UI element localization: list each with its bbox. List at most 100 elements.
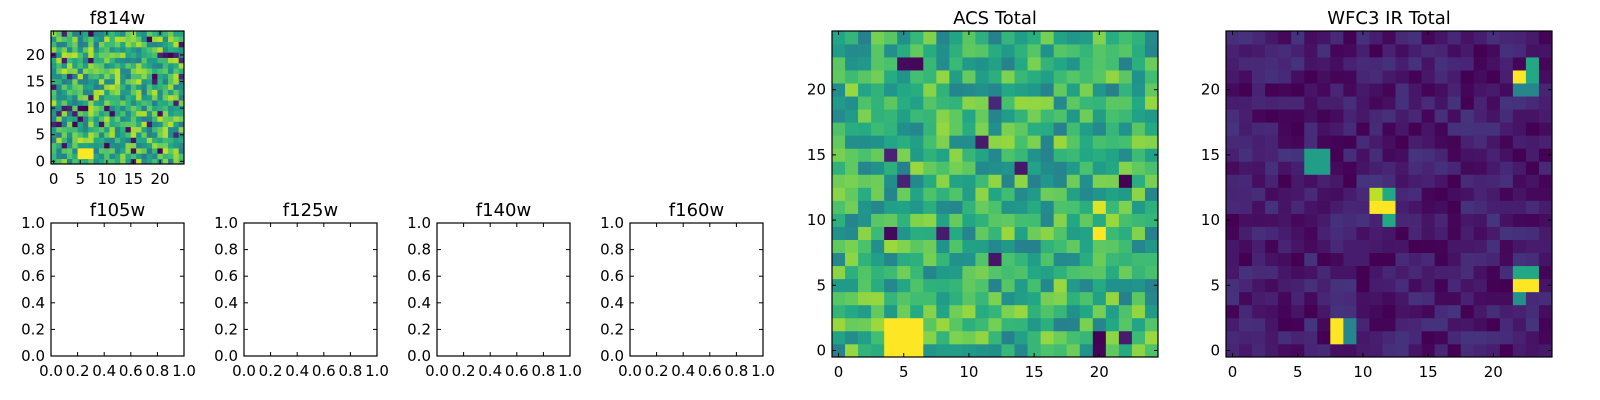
heatmap-cell [988,31,1002,45]
heatmap-cell [1343,148,1357,162]
heatmap-cell [1131,343,1146,358]
heatmap-cell [832,343,846,358]
heatmap-cell [1239,213,1253,227]
heatmap-cell [988,330,1002,345]
heatmap-cell [1239,96,1253,110]
heatmap-cell [949,330,963,345]
heatmap-cell [910,83,924,97]
heatmap-cell [845,239,859,254]
heatmap-cell [1040,304,1055,319]
heatmap-cell [1525,239,1540,254]
heatmap-cell [1105,291,1120,306]
heatmap-cell [104,68,110,74]
heatmap-cell [162,73,169,80]
heatmap-cell [1278,343,1292,358]
y-tick-label: 0.8 [407,241,431,259]
heatmap-cell [146,41,153,48]
heatmap-cell [1118,70,1133,84]
heatmap-cell [988,122,1002,136]
heatmap-cell [1512,200,1527,214]
heatmap-cell [1001,226,1015,240]
heatmap-cell [51,148,57,154]
heatmap-cell [130,78,137,85]
heatmap-cell [1079,161,1094,175]
heatmap-cell [923,135,937,149]
heatmap-cell [1291,96,1305,110]
heatmap-cell [120,132,126,138]
heatmap-cell [975,96,989,110]
heatmap-cell [1434,31,1449,45]
heatmap-cell [1330,70,1344,84]
heatmap-cell [1369,343,1383,358]
heatmap-cell [146,121,153,128]
heatmap-cell [845,252,859,267]
heatmap-cell [120,89,126,96]
heatmap-cell [1131,109,1146,123]
heatmap-cell [832,317,846,332]
x-tick-label: 0 [834,363,844,381]
heatmap-cell [1066,174,1081,188]
heatmap-cell [178,89,185,96]
heatmap-cell [1066,252,1081,267]
heatmap-cell [975,44,989,58]
panel-f160w: 0.0 0.2 0.4 0.6 0.8 1.00.00.20.40.60.81.0f160… [600,200,775,380]
heatmap-cell [1382,200,1396,214]
heatmap-cell [910,239,924,254]
heatmap-cell [82,73,89,80]
heatmap-cell [1330,317,1344,332]
heatmap-cell [178,46,185,53]
heatmap-cell [832,265,846,280]
x-tick-label: 0.6 [119,362,143,380]
heatmap-cell [146,126,153,133]
heatmap-cell [1317,148,1331,162]
heatmap-cell [975,31,989,45]
heatmap-cell [1330,265,1344,280]
heatmap-cell [936,187,950,201]
heatmap-cell [1317,122,1331,136]
heatmap-cell [162,116,169,122]
heatmap-cell [146,116,153,122]
heatmap-cell [1356,252,1370,267]
heatmap-cell [1434,122,1449,136]
heatmap-cell [858,278,872,293]
heatmap-cell [173,132,180,138]
heatmap-cell [1066,200,1081,214]
heatmap-cell [962,70,976,84]
heatmap-cell [1512,70,1527,84]
heatmap-cell [1226,317,1240,332]
heatmap-cell [949,239,963,254]
heatmap-cell [1499,187,1514,201]
heatmap-cell [77,132,84,138]
heatmap-cell [1001,44,1015,58]
heatmap-cell [93,57,100,64]
axes-frame-wfc3-ir-total [1225,30,1553,358]
heatmap-cell [910,174,924,188]
y-tick-label: 0.0 [21,347,45,365]
heatmap-cell [98,68,105,74]
heatmap-cell [1382,265,1396,280]
heatmap-cell [93,126,100,133]
heatmap-cell [832,122,846,136]
heatmap-cell [120,52,126,58]
heatmap-cell [1486,70,1501,84]
heatmap-cell [93,62,100,69]
heatmap-cell [1144,83,1159,97]
heatmap-cell [61,89,68,96]
heatmap-cell [1118,200,1133,214]
heatmap-cell [1408,278,1422,293]
heatmap-cell [923,31,937,45]
x-tick-label: 0.4 [285,362,309,380]
heatmap-cell [1144,57,1159,71]
heatmap-cell [173,137,180,144]
heatmap-cell [77,57,84,64]
heatmap-cell [1460,109,1475,123]
heatmap-cell [910,304,924,319]
heatmap-cell [136,31,142,37]
heatmap-cell [152,94,158,101]
heatmap-cell [66,94,73,101]
heatmap-cell [884,44,898,58]
heatmap-cell [1421,83,1435,97]
heatmap-cell [152,84,158,90]
heatmap-cell [125,31,132,37]
